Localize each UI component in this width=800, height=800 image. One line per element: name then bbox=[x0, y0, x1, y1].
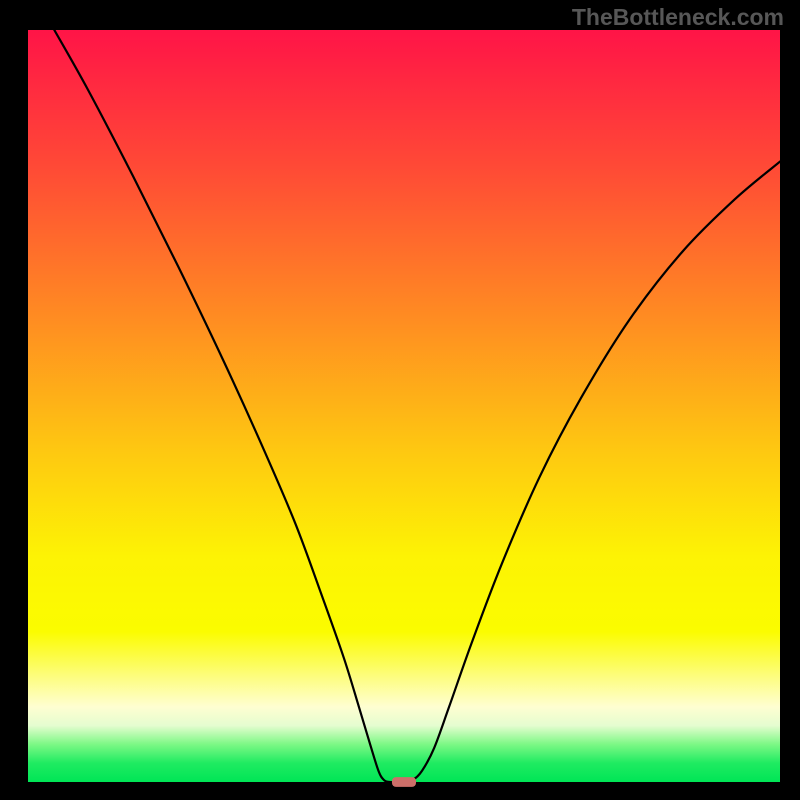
chart-container: TheBottleneck.com bbox=[0, 0, 800, 800]
bottleneck-chart-svg bbox=[0, 0, 800, 800]
plot-background bbox=[28, 30, 780, 782]
optimum-marker bbox=[392, 777, 416, 787]
watermark-text: TheBottleneck.com bbox=[572, 4, 784, 31]
